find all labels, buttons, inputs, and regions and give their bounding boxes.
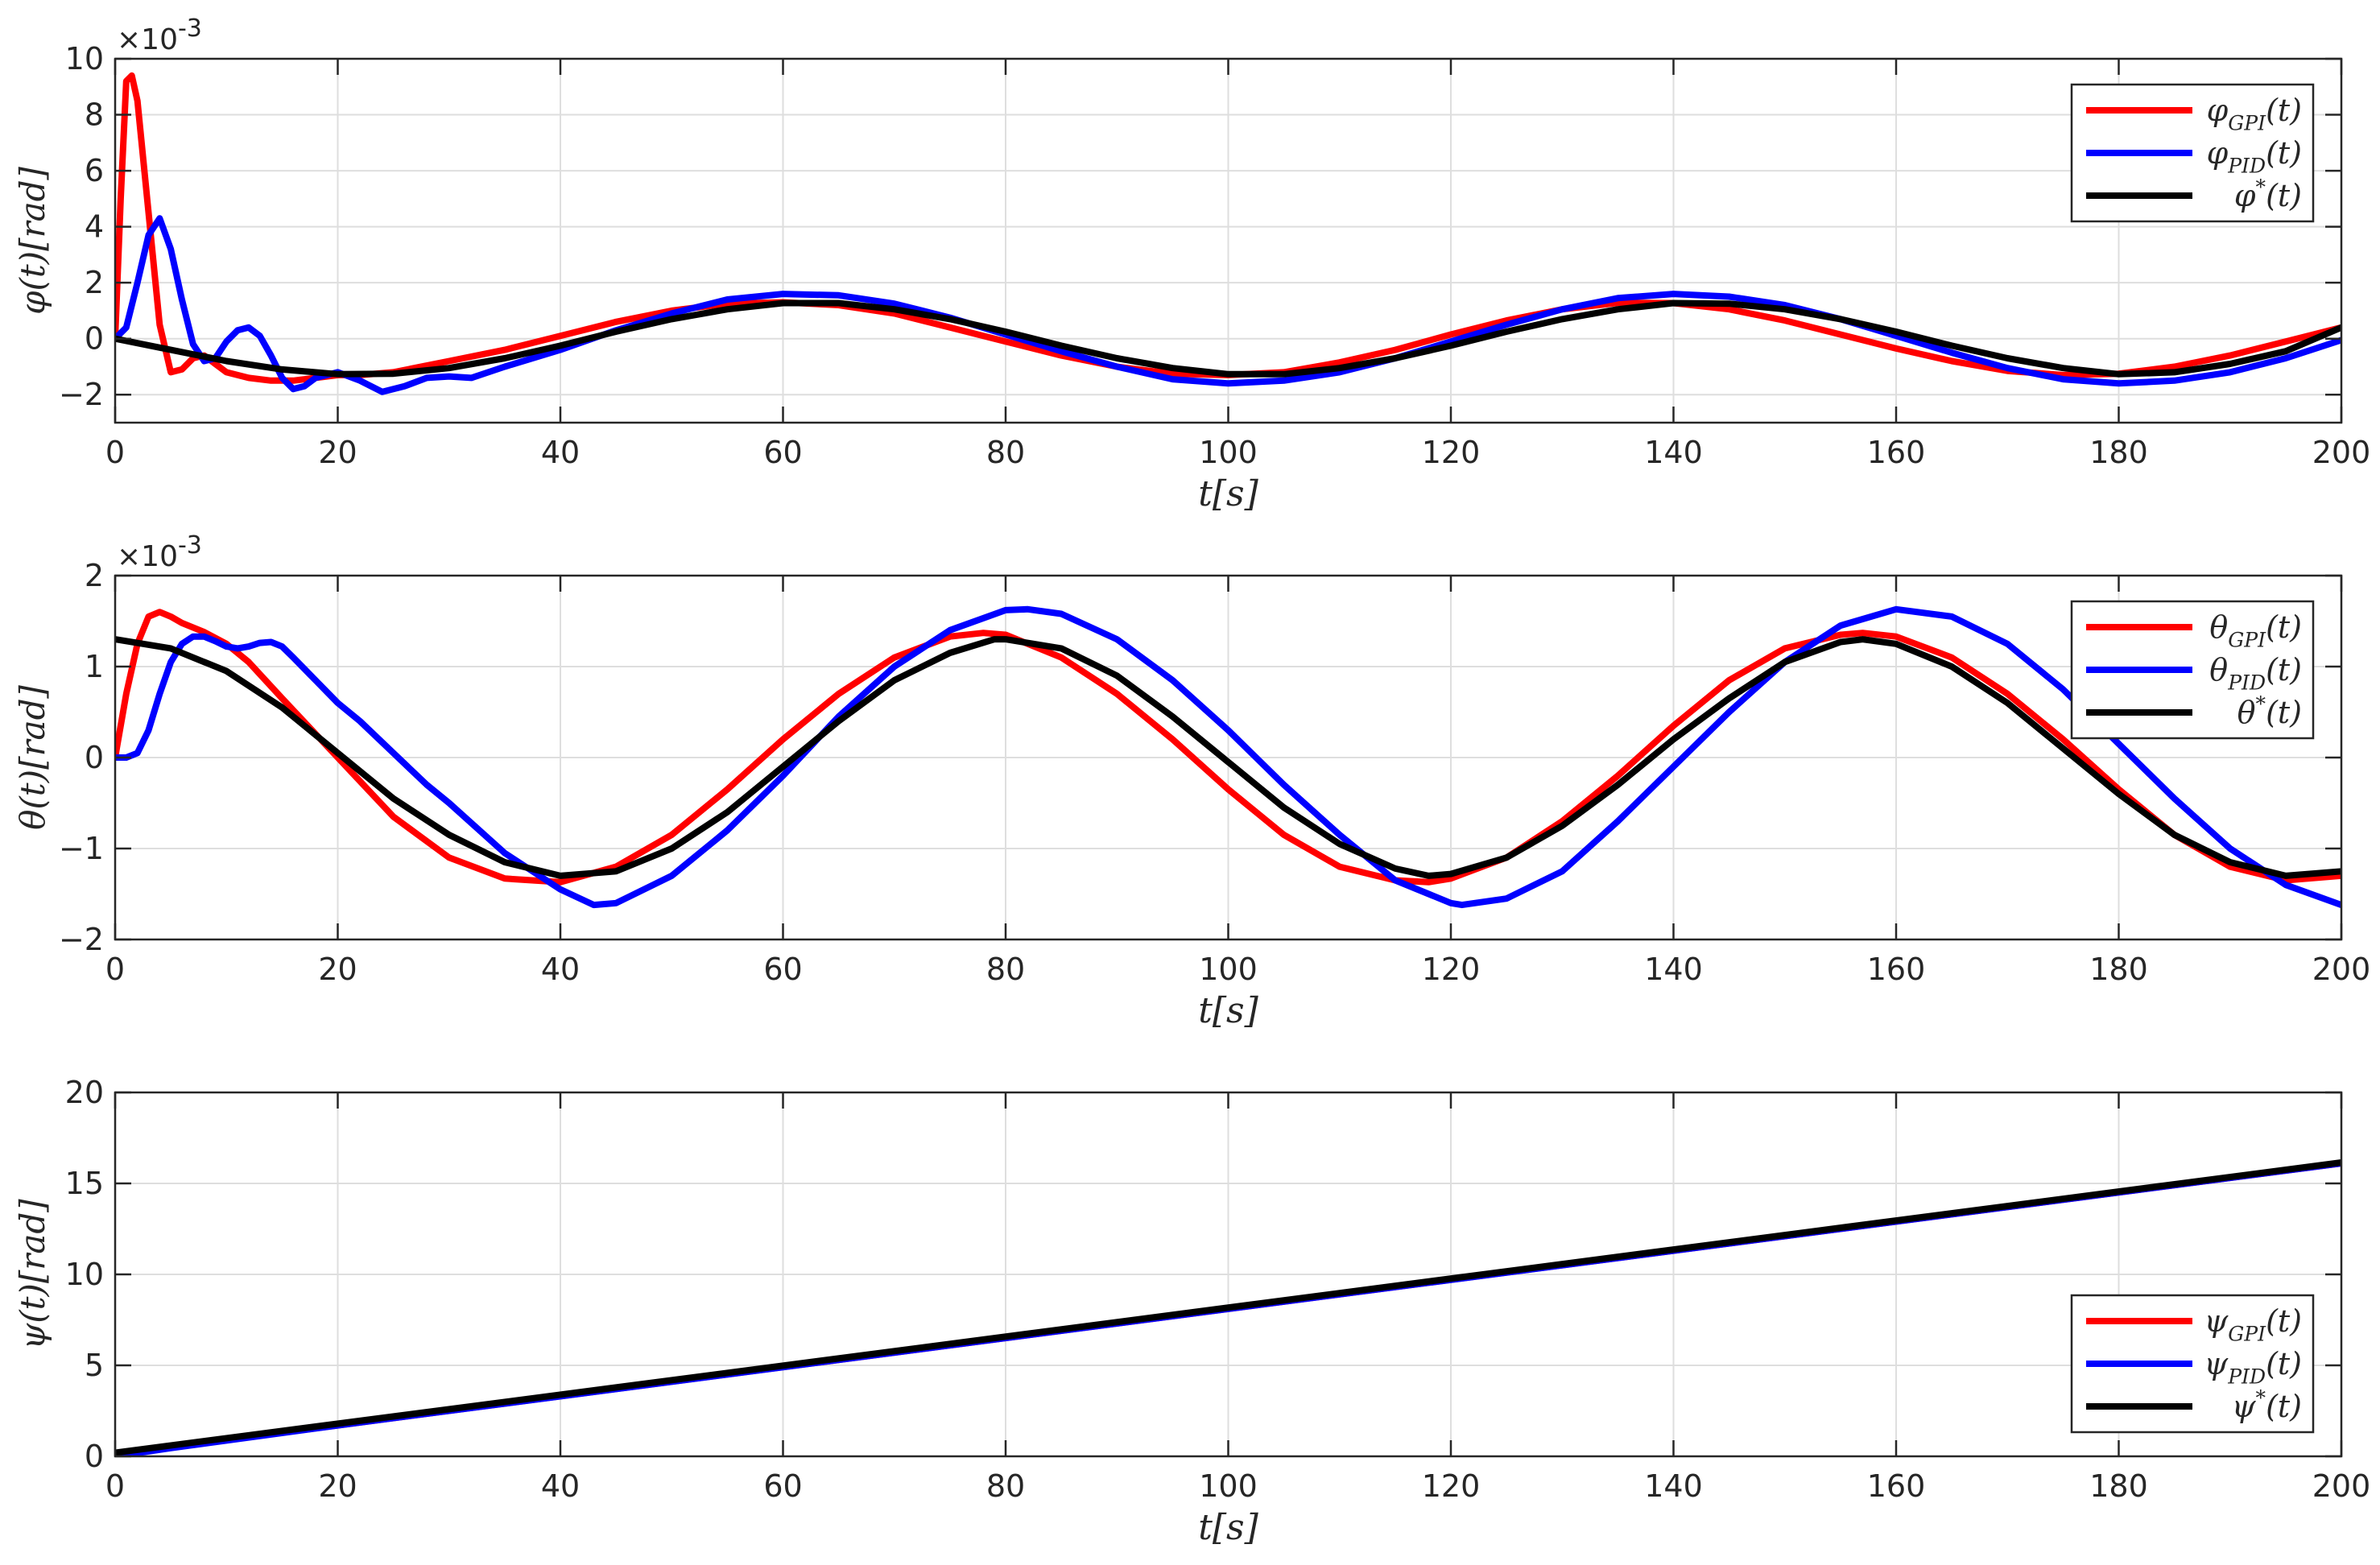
x-tick-label: 100 <box>1199 1468 1258 1504</box>
y-tick-label: 6 <box>85 153 104 188</box>
x-axis-label: t[s] <box>1198 1507 1258 1548</box>
x-tick-label: 160 <box>1867 952 1926 987</box>
legend-entry-label: ψPID(t) <box>2204 1346 2302 1388</box>
y-tick-label: 4 <box>85 209 104 245</box>
legend-entry-label: φGPI(t) <box>2207 93 2302 134</box>
legend-entry-label: θ*(t) <box>2237 692 2302 730</box>
x-tick-label: 180 <box>2089 435 2148 470</box>
x-tick-label: 200 <box>2312 952 2371 987</box>
y-tick-label: 8 <box>85 97 104 133</box>
x-tick-label: 120 <box>1422 1468 1481 1504</box>
legend-entry-label: φPID(t) <box>2207 135 2302 177</box>
y-tick-label: 15 <box>65 1166 104 1201</box>
y-tick-label: 2 <box>85 558 104 593</box>
series-line-psi-2 <box>115 1159 2341 1456</box>
series-line-phi-2 <box>115 299 2341 378</box>
x-tick-label: 40 <box>541 952 580 987</box>
x-axis-label: t[s] <box>1198 990 1258 1031</box>
x-tick-label: 60 <box>763 435 802 470</box>
y-axis-label: ψ(t)[rad] <box>13 1199 52 1350</box>
x-tick-label: 40 <box>541 435 580 470</box>
y-tick-label: 0 <box>85 740 104 775</box>
y-exponent-label: ×10-3 <box>117 531 202 573</box>
x-tick-label: 20 <box>318 435 357 470</box>
series-line-phi-1 <box>115 215 2341 395</box>
y-axis-label: θ(t)[rad] <box>13 685 52 830</box>
y-tick-label: 0 <box>85 1439 104 1474</box>
x-tick-label: 20 <box>318 1468 357 1504</box>
x-tick-label: 80 <box>986 1468 1025 1504</box>
x-tick-label: 200 <box>2312 1468 2371 1504</box>
x-tick-label: 180 <box>2089 1468 2148 1504</box>
series-line-theta-2 <box>115 636 2341 879</box>
panel-theta: 0 20 40 60 80 100 120 140 160 180 200 −2 −1 0 1 2 ×10-3 t… <box>13 531 2370 1031</box>
x-tick-label: 40 <box>541 1468 580 1504</box>
y-tick-label: 1 <box>85 649 104 684</box>
x-tick-label: 120 <box>1422 435 1481 470</box>
x-axis-label: t[s] <box>1198 473 1258 514</box>
y-tick-label: −1 <box>59 831 104 866</box>
y-tick-label: 2 <box>85 265 104 300</box>
legend: θGPI(t)θPID(t)θ*(t) <box>2070 600 2315 740</box>
x-tick-label: 80 <box>986 952 1025 987</box>
x-tick-label: 80 <box>986 435 1025 470</box>
x-tick-label: 60 <box>763 1468 802 1504</box>
x-tick-label: 60 <box>763 952 802 987</box>
y-exponent-label: ×10-3 <box>117 14 202 56</box>
x-tick-label: 140 <box>1644 1468 1703 1504</box>
legend-entry-label: ψGPI(t) <box>2204 1303 2302 1345</box>
x-tick-label: 140 <box>1644 952 1703 987</box>
x-tick-label: 20 <box>318 952 357 987</box>
x-tick-label: 100 <box>1199 952 1258 987</box>
x-tick-label: 180 <box>2089 952 2148 987</box>
x-tick-label: 100 <box>1199 435 1258 470</box>
x-tick-label: 160 <box>1867 1468 1926 1504</box>
legend: ψGPI(t)ψPID(t)ψ*(t) <box>2070 1294 2315 1434</box>
x-tick-label: 0 <box>105 435 125 470</box>
panel-psi: 0 20 40 60 80 100 120 140 160 180 200 0 5 10 15 20 t[s] ψ… <box>13 1075 2370 1548</box>
x-tick-label: 0 <box>105 1468 125 1504</box>
legend-entry-label: θPID(t) <box>2209 652 2302 694</box>
y-tick-label: 10 <box>65 1257 104 1292</box>
x-tick-label: 140 <box>1644 435 1703 470</box>
y-tick-label: 10 <box>65 41 104 76</box>
panel-phi: 0 20 40 60 80 100 120 140 160 180 200−20246810×10-… <box>13 14 2370 514</box>
legend-entry-label: ψ*(t) <box>2232 1386 2302 1424</box>
x-tick-label: 120 <box>1422 952 1481 987</box>
x-tick-label: 160 <box>1867 435 1926 470</box>
y-axis-label: φ(t)[rad] <box>13 166 52 314</box>
legend: φGPI(t)φPID(t)φ*(t) <box>2070 83 2315 223</box>
legend-entry-label: φ*(t) <box>2234 175 2302 213</box>
y-tick-label: 5 <box>85 1348 104 1383</box>
y-tick-label: 20 <box>65 1075 104 1110</box>
legend-entry-label: θGPI(t) <box>2209 609 2302 651</box>
y-tick-label: −2 <box>59 377 104 412</box>
x-tick-label: 0 <box>105 952 125 987</box>
x-tick-label: 200 <box>2312 435 2371 470</box>
y-tick-label: −2 <box>59 922 104 957</box>
y-tick-label: 0 <box>85 321 104 357</box>
